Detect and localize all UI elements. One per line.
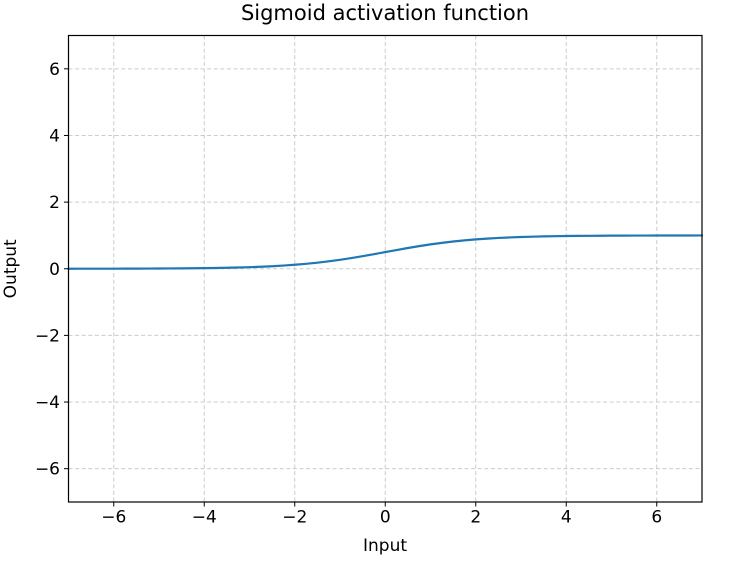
- y-axis-label: Output: [1, 239, 21, 298]
- y-tick-label: −2: [35, 326, 60, 346]
- y-tick-label: 6: [49, 60, 60, 80]
- x-axis-label: Input: [363, 536, 407, 556]
- y-tick-label: 0: [49, 260, 60, 280]
- x-tick-label: 0: [380, 508, 391, 528]
- x-tick-label: 4: [561, 508, 572, 528]
- x-tick-label: −2: [282, 508, 307, 528]
- x-tick-label: 2: [470, 508, 481, 528]
- plot-series: [67, 234, 704, 270]
- y-tick-label: 4: [49, 126, 60, 146]
- y-tick-label: −6: [35, 460, 60, 480]
- x-tick-label: −6: [101, 508, 126, 528]
- x-tick-label: 6: [651, 508, 662, 528]
- sigmoid-curve: [67, 234, 704, 270]
- tick-labels: −6 −4 −2 0 2 4 6 −6 −4 −2 0 2 4 6: [35, 60, 662, 528]
- y-tick-label: 2: [49, 193, 60, 213]
- y-tick-label: −4: [35, 393, 60, 413]
- x-tick-label: −4: [192, 508, 217, 528]
- axis-ticks: [64, 68, 658, 507]
- chart-title: Sigmoid activation function: [241, 1, 529, 25]
